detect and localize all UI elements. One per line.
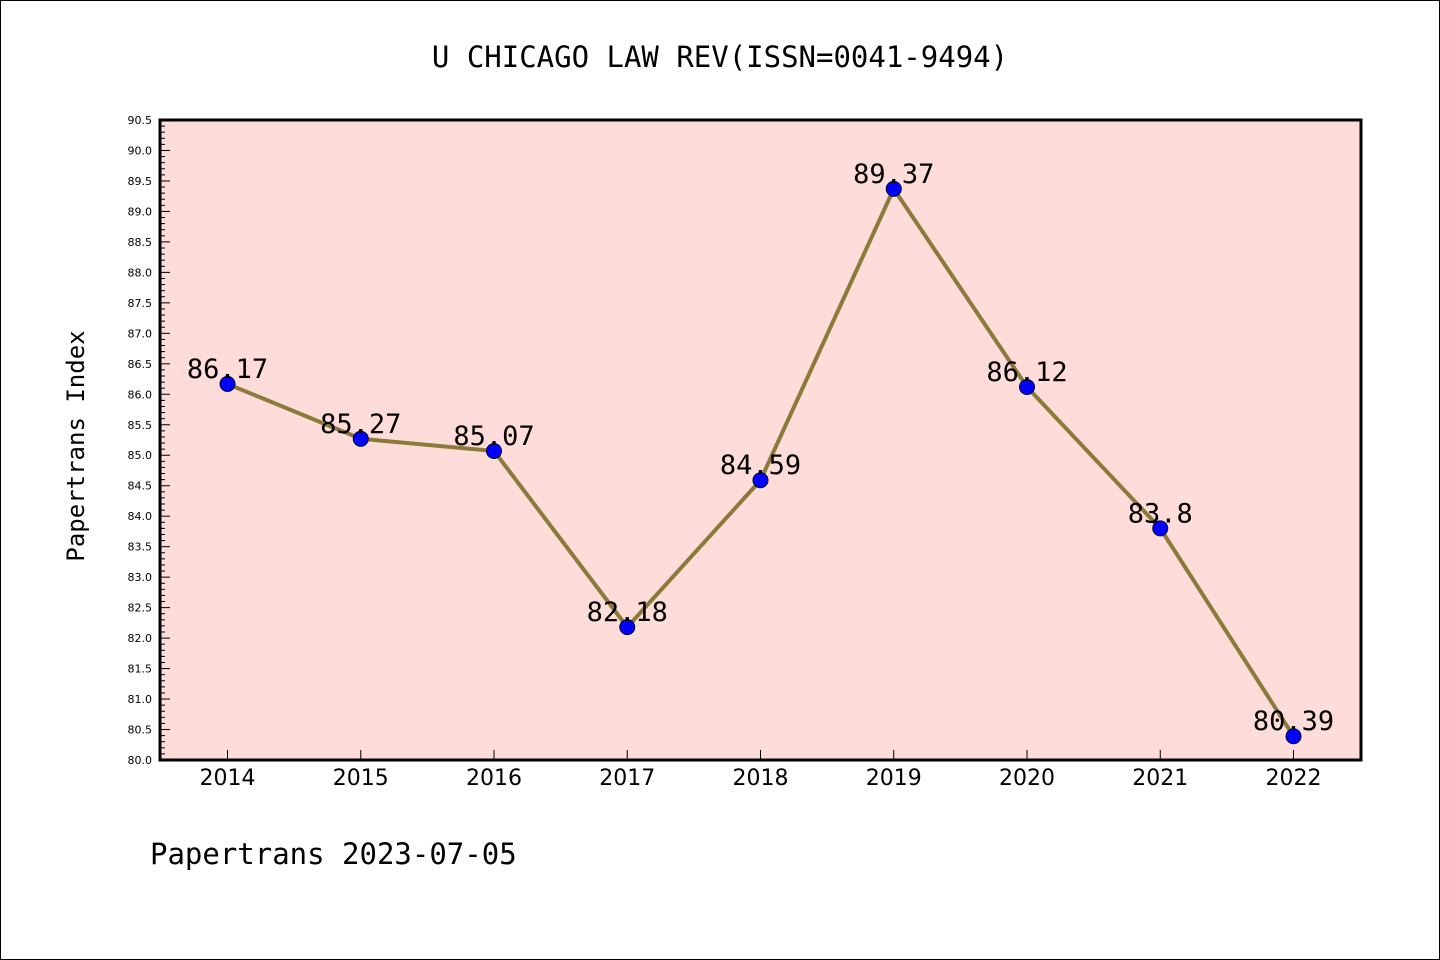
y-tick-label: 87.5 (128, 297, 153, 310)
data-label: 83.8 (1128, 498, 1193, 529)
y-tick-label: 86.0 (128, 388, 153, 401)
y-tick-label: 83.5 (128, 541, 153, 554)
x-tick-label: 2016 (466, 766, 522, 791)
data-label-group: 86.17 85.27 85.07 82.18 84.59 89.37 86.12 83.8 8… (187, 159, 1334, 737)
data-label: 86.17 (187, 354, 268, 385)
y-tick-label: 82.5 (128, 602, 153, 615)
x-tick-label: 2018 (733, 766, 789, 791)
x-tick-label: 2014 (200, 766, 256, 791)
data-label: 82.18 (587, 597, 668, 628)
y-tick-label: 89.0 (128, 205, 153, 218)
marker-group (219, 180, 1302, 745)
y-tick-label: 88.0 (128, 266, 153, 279)
data-label: 80.39 (1253, 706, 1334, 737)
y-tick-label: 80.0 (128, 754, 153, 767)
data-label: 86.12 (986, 357, 1067, 388)
x-tick-label: 2021 (1132, 766, 1188, 791)
y-tick-label: 83.0 (128, 571, 153, 584)
x-axis: 2014 2015 2016 2017 2018 2019 2020 2021 2022 (200, 750, 1322, 791)
x-tick-label: 2017 (599, 766, 655, 791)
x-tick-label: 2015 (333, 766, 389, 791)
y-tick-label: 82.0 (128, 632, 153, 645)
data-label: 85.07 (453, 421, 534, 452)
data-point (219, 375, 236, 392)
y-tick-label: 85.5 (128, 419, 153, 432)
y-tick-label: 89.5 (128, 175, 153, 188)
plot-area (158, 118, 1363, 762)
chart-title: U CHICAGO LAW REV(ISSN=0041-9494) (432, 40, 1008, 74)
x-tick-label: 2019 (866, 766, 922, 791)
y-tick-label: 80.5 (128, 724, 153, 737)
y-tick-label: 81.5 (128, 663, 153, 676)
data-point (885, 180, 902, 197)
y-axis-label: Papertrans Index (62, 330, 90, 561)
y-tick-label: 84.0 (128, 510, 153, 523)
footer-text: Papertrans 2023-07-05 (150, 837, 517, 871)
data-point (619, 619, 636, 636)
x-tick-label: 2020 (999, 766, 1055, 791)
y-tick-label: 87.0 (128, 327, 153, 340)
data-point (1285, 728, 1302, 745)
data-point (752, 472, 769, 489)
y-tick-label: 86.5 (128, 358, 153, 371)
y-tick-label: 88.5 (128, 236, 153, 249)
data-label: 84.59 (720, 450, 801, 481)
data-label: 85.27 (320, 409, 401, 440)
data-point (1152, 520, 1169, 537)
data-label: 89.37 (853, 159, 934, 190)
y-tick-label: 81.0 (128, 693, 153, 706)
data-point (486, 442, 502, 459)
y-tick-label: 85.0 (128, 449, 153, 462)
y-tick-label: 84.5 (128, 480, 153, 493)
y-tick-label: 90.0 (128, 144, 153, 157)
x-tick-label: 2022 (1266, 766, 1322, 791)
y-axis: 80.0 80.5 81.0 81.5 82.0 82.5 83.0 83.5 84.0 84.5… (128, 114, 170, 767)
y-tick-label: 90.5 (128, 114, 153, 127)
data-point (1019, 378, 1035, 395)
data-point (352, 430, 369, 447)
